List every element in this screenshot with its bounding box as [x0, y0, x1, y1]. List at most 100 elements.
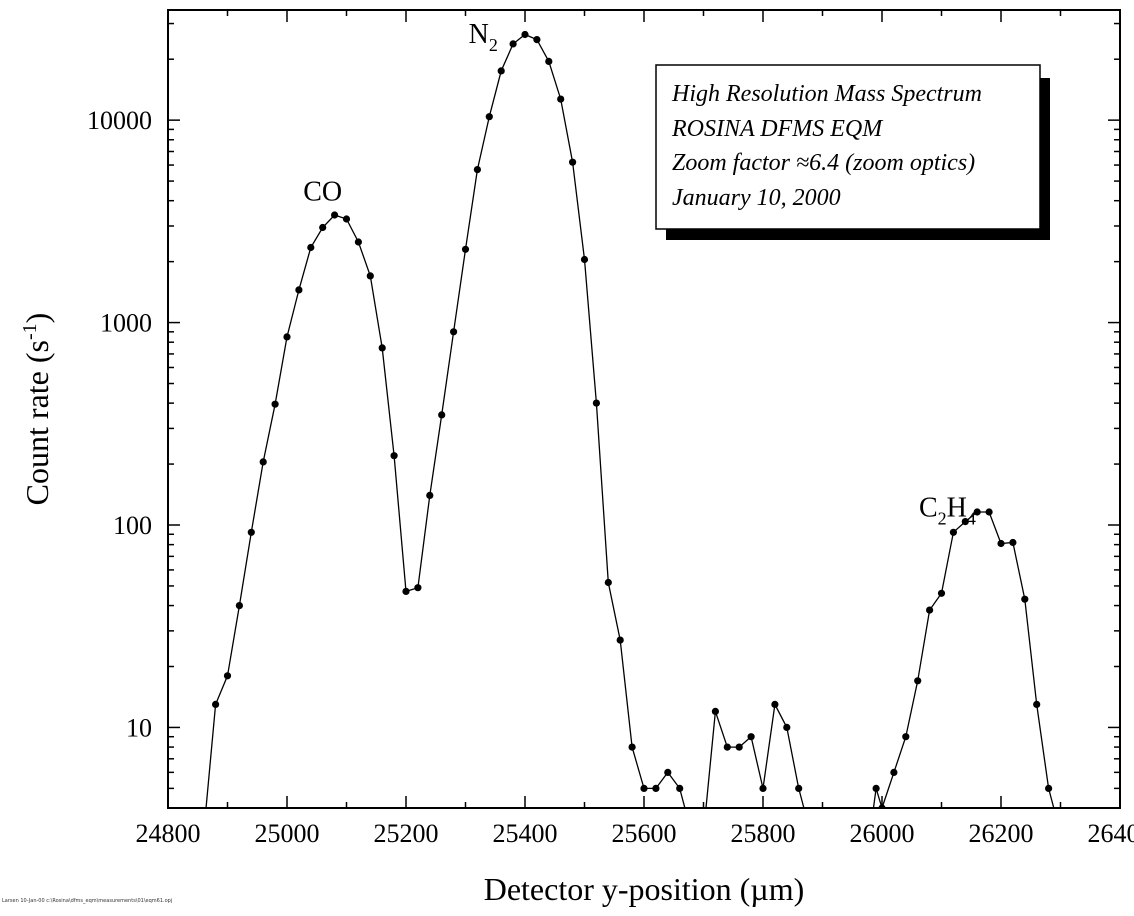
x-tick-label: 25000 [255, 819, 320, 848]
x-tick-label: 25200 [374, 819, 439, 848]
data-point [378, 344, 386, 352]
data-point [914, 677, 922, 685]
data-point [723, 743, 731, 751]
data-point [450, 328, 458, 336]
data-point [283, 333, 291, 341]
data-point [485, 113, 493, 121]
data-point [711, 707, 720, 716]
peak-label-c2h4-sub1: 2 [938, 509, 947, 529]
peak-label-n2: N2 [469, 19, 498, 55]
peak-label-c2h4: C2H4 [919, 493, 976, 529]
y-tick-label: 10000 [87, 106, 152, 135]
data-point [580, 255, 589, 264]
data-point [628, 743, 636, 751]
data-point [1045, 784, 1053, 793]
data-point [961, 518, 969, 526]
data-point [331, 211, 339, 219]
y-axis-title-close: ) [19, 313, 55, 324]
legend-line-4: January 10, 2000 [672, 185, 841, 211]
data-point [937, 589, 946, 597]
series-layer [205, 30, 1055, 808]
data-point [235, 602, 243, 610]
data-point [985, 508, 993, 516]
data-point [402, 587, 410, 596]
y-axis-title: Count rate (s-1) [19, 313, 55, 506]
data-point [247, 528, 255, 536]
x-tick-label: 24800 [136, 819, 201, 848]
peak-label-c2h4-h: H [947, 493, 967, 524]
peak-label-n2-main: N [469, 19, 489, 50]
data-point [664, 768, 672, 777]
data-point [461, 245, 470, 253]
y-tick-label: 100 [113, 511, 152, 540]
data-point [604, 578, 612, 587]
x-tick-label: 25600 [612, 819, 677, 848]
legend-line-2: ROSINA DFMS EQM [671, 116, 884, 142]
legend-line-3: Zoom factor ≈6.4 (zoom optics) [672, 150, 975, 176]
data-point [509, 40, 517, 48]
data-point [521, 30, 529, 39]
data-point [390, 452, 398, 460]
data-point [545, 57, 553, 65]
data-point [771, 700, 779, 709]
data-point [557, 95, 565, 103]
data-point [569, 158, 577, 166]
data-point [426, 491, 434, 499]
data-point [926, 606, 934, 614]
data-point [533, 36, 541, 44]
data-point [872, 784, 880, 793]
data-point [1033, 700, 1041, 709]
x-tick-label: 26200 [969, 819, 1034, 848]
data-point [438, 411, 446, 419]
data-point [319, 223, 327, 232]
data-point [497, 67, 505, 75]
data-point [747, 733, 755, 741]
data-point [795, 784, 803, 793]
data-point [890, 768, 898, 777]
data-point [354, 238, 362, 246]
data-point [342, 215, 351, 223]
footer-note: Larsen 10-Jan-00 c:\Rosina\dfms_eqm\meas… [2, 898, 173, 904]
y-axis-title-sup: -1 [19, 323, 41, 340]
data-point [997, 539, 1005, 548]
data-point [592, 399, 601, 407]
peak-label-co: CO [303, 177, 342, 208]
x-axis: 24800 25000 25200 25400 25600 25800 26000 26200… [136, 10, 1134, 848]
x-tick-label: 26400 [1088, 819, 1134, 848]
data-point [676, 784, 684, 793]
y-tick-label: 1000 [100, 309, 152, 338]
x-axis-title: Detector y-position (µm) [484, 871, 805, 907]
data-point [616, 636, 624, 644]
data-point [783, 723, 791, 732]
data-point [902, 733, 910, 741]
legend-line-1: High Resolution Mass Spectrum [671, 81, 982, 107]
peak-label-n2-sub: 2 [489, 35, 498, 55]
legend-box: High Resolution Mass Spectrum ROSINA DFM… [655, 64, 1050, 240]
data-point [212, 700, 220, 709]
y-axis-title-main: Count rate (s [19, 340, 55, 505]
data-point [259, 458, 267, 466]
y-axis: 10 100 1000 10000 [87, 22, 1120, 809]
data-point [1009, 538, 1017, 547]
y-tick-label: 10 [126, 713, 152, 742]
data-point [640, 784, 648, 793]
series-line [205, 33, 1055, 808]
legend-frame [655, 64, 1041, 230]
data-point [223, 672, 232, 680]
data-point [307, 243, 315, 252]
peak-label-c2h4-sub2: 4 [967, 509, 976, 529]
data-point [414, 584, 422, 592]
data-point [271, 400, 279, 408]
data-point [949, 528, 958, 536]
data-point [973, 508, 981, 516]
data-point [366, 272, 374, 280]
x-tick-label: 25400 [493, 819, 558, 848]
x-tick-label: 25800 [731, 819, 796, 848]
data-point [652, 784, 660, 793]
data-point [295, 286, 303, 294]
data-point [473, 166, 481, 174]
peak-label-c2h4-c: C [919, 493, 938, 524]
data-point [735, 743, 743, 751]
data-point [1021, 595, 1029, 603]
